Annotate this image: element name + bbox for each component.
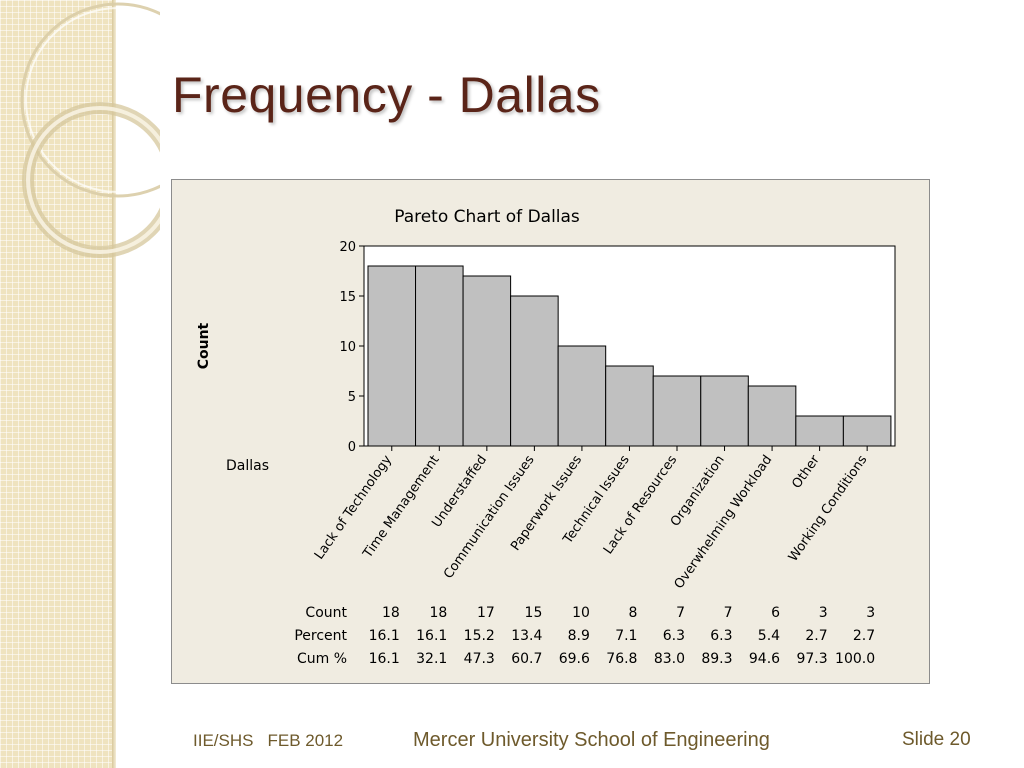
bar: [700, 375, 749, 447]
table-cell: 47.3: [464, 651, 495, 667]
table-cell: 3: [866, 605, 875, 621]
slide-number: Slide 20: [902, 729, 971, 750]
table-cell: 17: [477, 605, 495, 621]
y-axis-label: Count: [196, 322, 212, 369]
chart-title: Pareto Chart of Dallas: [394, 207, 580, 227]
table-cell: 76.8: [606, 651, 637, 667]
x-axis-label: Dallas: [226, 458, 269, 474]
table-cell: 94.6: [749, 651, 780, 667]
x-category-label: Overwhelming Workload: [672, 453, 776, 592]
table-cell: 83.0: [654, 651, 685, 667]
table-cell: 32.1: [416, 651, 447, 667]
table-cell: 97.3: [796, 651, 827, 667]
bar: [415, 265, 464, 447]
table-cell: 7.1: [615, 628, 637, 644]
footer-institution: Mercer University School of Engineering: [413, 729, 770, 751]
table-cell: 10: [572, 605, 590, 621]
y-tick-label: 0: [348, 440, 356, 455]
slide-title: Frequency - Dallas: [172, 67, 601, 123]
table-cell: 7: [724, 605, 733, 621]
y-tick-label: 5: [348, 390, 356, 405]
table-cell: 6.3: [710, 628, 732, 644]
footer-left: IIE/SHS FEB 2012: [193, 731, 357, 751]
table-cell: 8: [629, 605, 638, 621]
table-cell: 60.7: [511, 651, 542, 667]
x-category-label: Other: [789, 452, 823, 491]
table-cell: 2.7: [853, 628, 875, 644]
bar: [795, 415, 844, 447]
footer-org: IIE/SHS: [193, 731, 254, 750]
table-cell: 15: [525, 605, 543, 621]
y-tick-label: 15: [339, 290, 356, 305]
footer-date: FEB 2012: [267, 731, 344, 750]
table-cell: 6: [771, 605, 780, 621]
table-cell: 100.0: [835, 651, 875, 667]
bar: [462, 275, 512, 447]
table-cell: 8.9: [568, 628, 590, 644]
decorative-rings: [20, 2, 160, 258]
table-cell: 16.1: [369, 651, 400, 667]
pareto-chart: Pareto Chart of Dallas 0 5 10 15 20 Count Dalla…: [171, 179, 930, 684]
x-category-label: Communication Issues: [441, 453, 538, 582]
table-cell: 16.1: [416, 628, 447, 644]
table-cell: 69.6: [559, 651, 590, 667]
table-cell: 13.4: [511, 628, 542, 644]
sidebar-edge: [112, 0, 116, 768]
bar: [510, 295, 559, 447]
table-cell: 3: [819, 605, 828, 621]
bar: [557, 345, 607, 447]
table-cell: 89.3: [701, 651, 732, 667]
table-cell: 15.2: [464, 628, 495, 644]
bar: [605, 365, 654, 447]
chart-svg: Pareto Chart of Dallas 0 5 10 15 20 Count Dalla…: [196, 207, 896, 667]
table-cell: 18: [429, 605, 447, 621]
bar: [842, 415, 892, 447]
table-row-label: Cum %: [297, 651, 347, 667]
bar: [747, 385, 797, 447]
table-cell: 2.7: [805, 628, 827, 644]
table-cell: 6.3: [663, 628, 685, 644]
table-row-label: Count: [305, 605, 347, 621]
bar: [367, 265, 417, 447]
table-cell: 5.4: [758, 628, 780, 644]
table-cell: 18: [382, 605, 400, 621]
y-tick-label: 10: [339, 340, 356, 355]
bar: [652, 375, 702, 447]
table-row-label: Percent: [294, 628, 347, 644]
table-cell: 16.1: [369, 628, 400, 644]
y-tick-label: 20: [339, 240, 356, 255]
table-cell: 7: [676, 605, 685, 621]
